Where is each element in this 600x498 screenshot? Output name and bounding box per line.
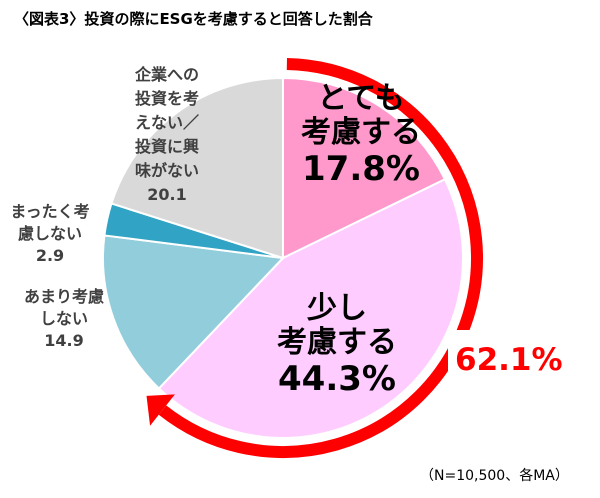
slice-2-label-line: 少し [307,291,367,326]
slice-3-label-line: あまり考慮 [24,287,104,306]
pie-slice-1 [282,76,447,260]
pie-slice-5 [110,76,284,260]
slice-3-label-line: しない [40,309,88,328]
slice-1-label-line: とても [317,81,405,116]
slice-5-label-line: 投資を考 [135,89,199,108]
total-annotation-label: 62.1% [455,342,563,378]
slice-5-label-line: 味がない [135,161,199,180]
slice-3-value-label: 14.9 [44,331,83,350]
slice-5-label-line: 投資に興 [135,137,199,156]
slice-2-label-line: 考慮する [277,325,397,360]
slice-1-value-label: 17.8% [302,149,420,189]
total-label-backing [448,330,484,376]
sample-size-note: （N=10,500、各MA） [420,468,569,484]
pie-slice-3 [102,234,286,390]
slice-4-label-line: 慮しない [18,224,82,243]
total-arrow [146,58,484,458]
slice-5-label-line: えない／ [135,113,199,132]
slice-5-value-label: 20.1 [147,185,186,204]
slice-1-label-line: 考慮する [301,115,421,150]
slice-5-label-line: 企業への [134,65,199,84]
slice-4-value-label: 2.9 [36,246,64,265]
slices-layer [102,76,464,439]
slice-2-value-label: 44.3% [278,359,396,399]
chart-title: 〈図表3〉投資の際にESGを考慮すると回答した割合 [14,10,373,28]
total-arrow-arc [158,58,483,458]
total-arrow-head [146,394,175,426]
labels-layer: とても考慮する17.8%少し考慮する44.3%あまり考慮しない14.9まったく考… [10,65,562,399]
pie-slice-2 [157,177,464,439]
slice-4-label-line: まったく考 [10,202,89,221]
